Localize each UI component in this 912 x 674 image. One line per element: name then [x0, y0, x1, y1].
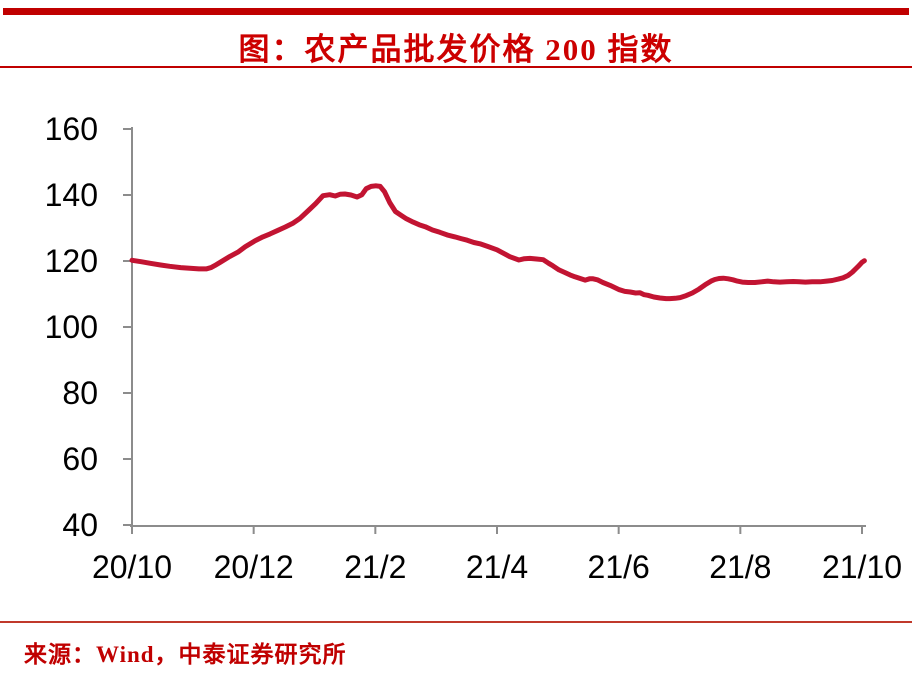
y-tick-label: 40 — [62, 507, 98, 543]
x-tick-label: 21/10 — [822, 549, 902, 585]
x-tick-label: 21/6 — [588, 549, 650, 585]
footer-divider-rule — [0, 621, 912, 623]
x-tick-label: 20/12 — [214, 549, 294, 585]
y-tick-label: 140 — [45, 177, 98, 213]
x-tick-label: 21/8 — [709, 549, 771, 585]
source-note: 来源：Wind，中泰证券研究所 — [24, 642, 347, 667]
price-index-line — [129, 183, 867, 302]
chart-title: 图：农产品批发价格 200 指数 — [238, 32, 674, 67]
title-underline-rule — [0, 66, 912, 68]
x-tick-label: 21/4 — [466, 549, 528, 585]
y-tick-label: 80 — [62, 375, 98, 411]
y-tick-label: 100 — [45, 309, 98, 345]
y-tick-label: 60 — [62, 441, 98, 477]
x-tick-label: 21/2 — [344, 549, 406, 585]
top-divider-bar — [3, 8, 909, 15]
y-tick-label: 120 — [45, 243, 98, 279]
y-tick-label: 160 — [45, 111, 98, 147]
x-tick-label: 20/10 — [92, 549, 172, 585]
